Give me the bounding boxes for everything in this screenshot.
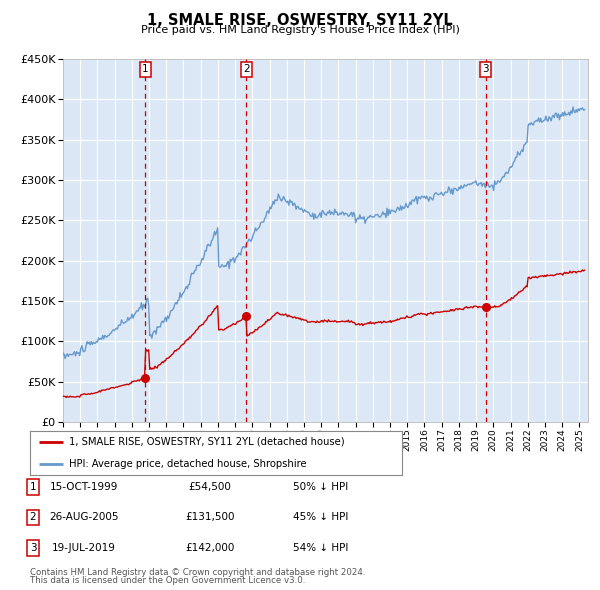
Text: 26-AUG-2005: 26-AUG-2005 [49,513,119,522]
Text: £131,500: £131,500 [185,513,235,522]
Text: 50% ↓ HPI: 50% ↓ HPI [293,482,349,491]
Text: 15-OCT-1999: 15-OCT-1999 [50,482,118,491]
Text: £142,000: £142,000 [185,543,235,553]
Text: 19-JUL-2019: 19-JUL-2019 [52,543,116,553]
Text: 45% ↓ HPI: 45% ↓ HPI [293,513,349,522]
Text: £54,500: £54,500 [188,482,232,491]
Text: 3: 3 [482,64,489,74]
Text: This data is licensed under the Open Government Licence v3.0.: This data is licensed under the Open Gov… [30,576,305,585]
Text: 2: 2 [29,513,37,522]
Text: 2: 2 [243,64,250,74]
Text: 3: 3 [29,543,37,553]
Text: 54% ↓ HPI: 54% ↓ HPI [293,543,349,553]
Text: Price paid vs. HM Land Registry's House Price Index (HPI): Price paid vs. HM Land Registry's House … [140,25,460,35]
Text: 1: 1 [142,64,149,74]
Text: 1, SMALE RISE, OSWESTRY, SY11 2YL (detached house): 1, SMALE RISE, OSWESTRY, SY11 2YL (detac… [69,437,344,447]
Text: Contains HM Land Registry data © Crown copyright and database right 2024.: Contains HM Land Registry data © Crown c… [30,568,365,577]
Text: 1: 1 [29,482,37,491]
Text: HPI: Average price, detached house, Shropshire: HPI: Average price, detached house, Shro… [69,459,307,469]
Text: 1, SMALE RISE, OSWESTRY, SY11 2YL: 1, SMALE RISE, OSWESTRY, SY11 2YL [147,13,453,28]
